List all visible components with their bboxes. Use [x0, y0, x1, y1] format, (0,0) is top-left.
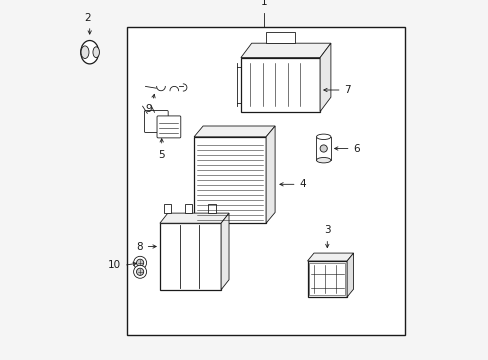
- Polygon shape: [194, 126, 275, 137]
- Bar: [208, 204, 215, 213]
- Text: 7: 7: [344, 85, 350, 95]
- Bar: [241, 58, 320, 112]
- Polygon shape: [241, 43, 330, 58]
- Polygon shape: [307, 253, 353, 261]
- Text: 2: 2: [84, 13, 91, 23]
- Polygon shape: [265, 126, 275, 223]
- Polygon shape: [346, 253, 353, 297]
- FancyBboxPatch shape: [157, 116, 181, 138]
- Text: 3: 3: [324, 225, 330, 235]
- Bar: [194, 137, 265, 223]
- FancyBboxPatch shape: [144, 111, 168, 132]
- Circle shape: [133, 256, 146, 269]
- Circle shape: [320, 145, 326, 152]
- Ellipse shape: [316, 134, 330, 139]
- Bar: [265, 32, 294, 43]
- Text: 6: 6: [352, 144, 359, 153]
- Polygon shape: [221, 213, 228, 290]
- Ellipse shape: [316, 158, 330, 163]
- Text: 9: 9: [145, 104, 152, 114]
- Text: 8: 8: [136, 242, 142, 252]
- Circle shape: [136, 268, 143, 275]
- Bar: [309, 263, 345, 295]
- Bar: [163, 204, 170, 213]
- Circle shape: [133, 265, 146, 278]
- Text: 5: 5: [158, 150, 164, 161]
- Text: 10: 10: [108, 260, 121, 270]
- Polygon shape: [160, 213, 228, 223]
- Text: 1: 1: [261, 0, 267, 7]
- Circle shape: [136, 259, 143, 266]
- Ellipse shape: [93, 47, 99, 58]
- Polygon shape: [320, 43, 330, 112]
- Ellipse shape: [81, 46, 89, 58]
- Bar: [127, 27, 404, 335]
- Bar: [185, 204, 192, 213]
- Ellipse shape: [81, 40, 99, 64]
- Bar: [316, 137, 330, 160]
- Bar: [160, 223, 221, 290]
- Text: 4: 4: [299, 179, 305, 189]
- Bar: [307, 261, 346, 297]
